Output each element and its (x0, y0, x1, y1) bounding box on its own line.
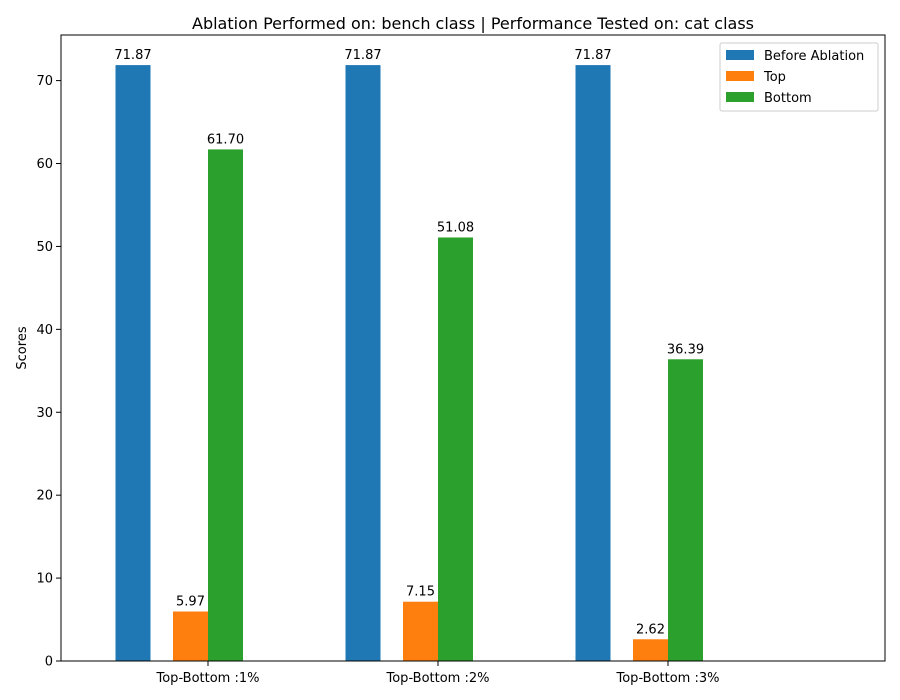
chart-title: Ablation Performed on: bench class | Per… (192, 14, 754, 33)
data-label-top-1: 5.97 (176, 595, 205, 610)
legend: Before Ablation Top Bottom (719, 42, 879, 112)
data-label-bottom-1: 61.70 (207, 132, 244, 147)
value-labels-group: 71.87 71.87 71.87 5.97 7.15 2.62 61.70 51.08 36.… (114, 48, 704, 637)
bar-bottom-1 (208, 149, 243, 661)
y-tick-label: 20 (36, 489, 53, 504)
data-label-before-ablation-2: 71.87 (344, 48, 381, 63)
bars-group (115, 65, 703, 661)
y-axis-label: Scores (15, 326, 30, 369)
plot-frame (60, 34, 886, 662)
data-label-bottom-2: 51.08 (437, 220, 474, 235)
legend-swatch-bottom (726, 92, 754, 102)
bar-top-2 (403, 601, 438, 661)
x-tick-label: Top-Bottom :3% (616, 671, 720, 686)
y-tick-label: 10 (36, 572, 53, 587)
y-tick-label: 70 (36, 74, 53, 89)
data-label-top-2: 7.15 (406, 585, 435, 600)
bar-before-ablation-1 (115, 65, 151, 661)
bar-top-1 (173, 611, 208, 661)
legend-label-top: Top (763, 70, 786, 85)
y-axis: 0 10 20 30 40 50 60 70 (36, 74, 61, 670)
legend-label-bottom: Bottom (764, 91, 812, 106)
legend-label-before-ablation: Before Ablation (764, 49, 864, 64)
bar-top-3 (633, 639, 668, 661)
y-tick-label: 40 (36, 323, 53, 338)
data-label-before-ablation-1: 71.87 (114, 48, 151, 63)
bar-before-ablation-3 (575, 65, 611, 661)
legend-swatch-top (726, 71, 754, 81)
bar-bottom-2 (438, 237, 473, 661)
y-tick-label: 60 (36, 157, 53, 172)
y-tick-label: 0 (45, 655, 53, 670)
data-label-bottom-3: 36.39 (667, 342, 704, 357)
y-tick-label: 50 (36, 240, 53, 255)
data-label-before-ablation-3: 71.87 (574, 48, 611, 63)
bar-bottom-3 (668, 359, 703, 661)
legend-swatch-before-ablation (726, 50, 754, 60)
x-axis: Top-Bottom :1% Top-Bottom :2% Top-Bottom :… (156, 661, 720, 686)
x-tick-label: Top-Bottom :2% (386, 671, 490, 686)
x-tick-label: Top-Bottom :1% (156, 671, 260, 686)
bar-before-ablation-2 (345, 65, 381, 661)
data-label-top-3: 2.62 (636, 622, 665, 637)
legend-frame (719, 42, 879, 112)
y-tick-label: 30 (36, 406, 53, 421)
